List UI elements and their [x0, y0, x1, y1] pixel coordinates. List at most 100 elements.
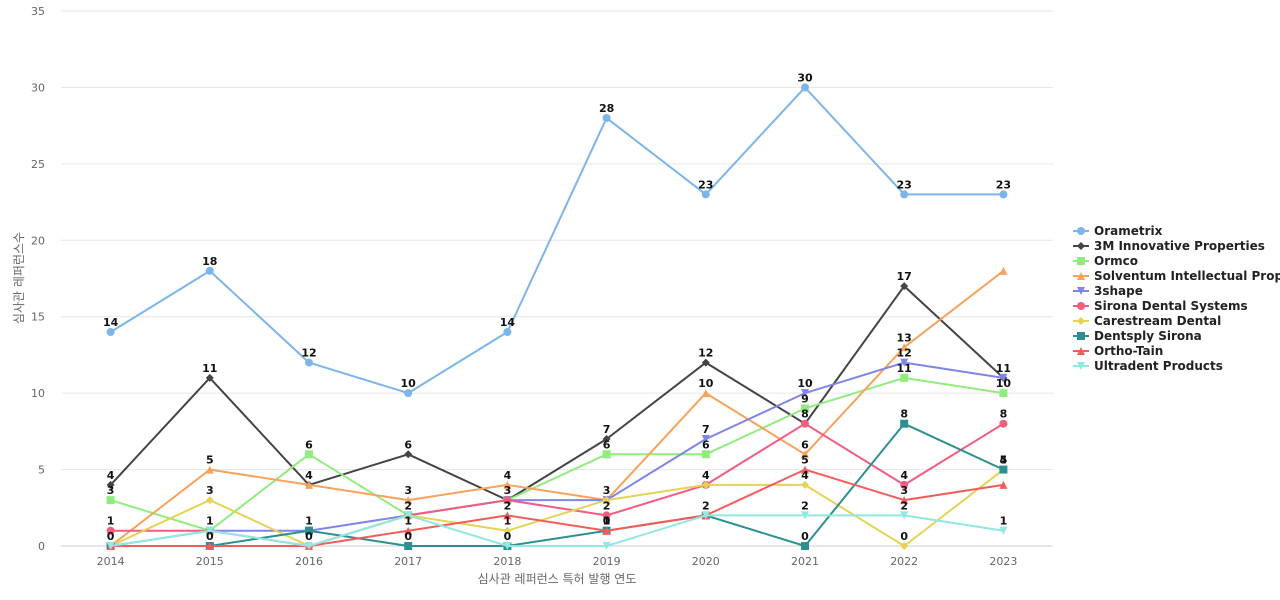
data-point [305, 542, 313, 550]
data-point [900, 511, 909, 520]
data-label: 4 [1000, 454, 1008, 467]
data-label: 8 [801, 408, 809, 421]
data-point [305, 358, 313, 367]
legend-marker [1077, 227, 1085, 235]
legend-label: Ortho-Tain [1094, 344, 1163, 358]
data-label: 7 [702, 423, 710, 436]
data-point [404, 542, 413, 550]
data-label: 0 [504, 530, 512, 543]
data-point [801, 450, 809, 459]
data-point [602, 511, 611, 520]
x-tick-label: 2021 [791, 555, 819, 568]
legend-item[interactable]: Carestream Dental [1073, 314, 1221, 328]
data-point [503, 542, 512, 550]
data-point [404, 496, 413, 505]
data-label: 1 [1000, 515, 1008, 528]
data-point [404, 511, 413, 520]
legend-item[interactable]: 3M Innovative Properties [1073, 239, 1265, 253]
data-label: 6 [305, 438, 313, 451]
data-label: 0 [206, 530, 214, 543]
data-label: 1 [504, 515, 512, 528]
data-point [801, 419, 809, 428]
data-label: 12 [301, 347, 316, 360]
data-point [999, 266, 1008, 275]
data-label: 2 [603, 499, 611, 512]
legend-item[interactable]: Ortho-Tain [1073, 344, 1163, 358]
data-label: 1 [404, 515, 412, 528]
data-label: 17 [897, 270, 912, 283]
data-point [106, 542, 115, 550]
data-point [999, 419, 1008, 428]
data-label: 2 [900, 499, 908, 512]
legend-item[interactable]: Solventum Intellectual Prop... [1073, 269, 1280, 283]
data-label: 5 [1000, 454, 1008, 467]
data-point [205, 465, 214, 474]
data-point [602, 542, 611, 550]
legend-label: 3M Innovative Properties [1094, 239, 1265, 253]
x-tick-label: 2023 [989, 555, 1017, 568]
data-point [900, 282, 909, 291]
data-label: 2 [801, 499, 809, 512]
data-label: 0 [107, 530, 115, 543]
y-tick-label: 15 [31, 311, 45, 324]
data-point [602, 496, 611, 505]
legend-item[interactable]: Ormco [1073, 254, 1138, 268]
data-label: 3 [603, 484, 611, 497]
data-point [701, 190, 710, 199]
data-point [900, 542, 909, 550]
data-point [701, 511, 710, 520]
data-label: 9 [801, 392, 809, 405]
data-point [801, 480, 809, 489]
data-point [205, 526, 214, 535]
legend-item[interactable]: Orametrix [1073, 224, 1163, 238]
y-tick-label: 30 [31, 81, 45, 94]
data-point [602, 526, 611, 535]
data-point [404, 450, 413, 459]
series-line [109, 285, 1005, 502]
data-point [205, 266, 214, 275]
data-label: 4 [900, 469, 908, 482]
data-point [999, 526, 1008, 535]
y-tick-label: 5 [38, 464, 45, 477]
data-label: 10 [401, 377, 417, 390]
data-point [106, 496, 115, 505]
series-group [106, 511, 1008, 550]
legend-item[interactable]: Dentsply Sirona [1073, 329, 1202, 343]
legend-marker [1077, 362, 1085, 370]
legend-label: Carestream Dental [1094, 314, 1221, 328]
legend-marker [1077, 332, 1085, 340]
data-label: 0 [305, 530, 313, 543]
legend-label: Sirona Dental Systems [1094, 299, 1248, 313]
data-label: 4 [107, 469, 115, 482]
legend-item[interactable]: Sirona Dental Systems [1073, 299, 1248, 313]
data-point [205, 496, 214, 505]
data-label: 1 [603, 515, 611, 528]
legend-item[interactable]: 3shape [1073, 284, 1143, 298]
data-label: 28 [599, 102, 614, 115]
legend-item[interactable]: Ultradent Products [1073, 359, 1223, 373]
series-line [110, 361, 1004, 547]
data-point [205, 542, 214, 550]
series-line [110, 86, 1004, 395]
data-label: 6 [603, 438, 611, 451]
data-point [701, 358, 710, 367]
data-label: 30 [797, 71, 813, 84]
legend-marker [1077, 302, 1085, 310]
data-point [701, 480, 710, 489]
data-label: 14 [500, 316, 516, 329]
data-point [801, 542, 809, 550]
data-label: 0 [404, 530, 412, 543]
data-label: 0 [900, 530, 908, 543]
data-point [801, 465, 809, 474]
series-line [110, 468, 1004, 547]
data-point [900, 358, 909, 367]
data-label: 1 [305, 515, 313, 528]
data-label: 0 [801, 530, 809, 543]
x-tick-label: 2015 [196, 555, 224, 568]
data-point [404, 526, 413, 535]
legend-label: Orametrix [1094, 224, 1163, 238]
grid-lines [61, 10, 1053, 471]
series-group [106, 373, 1008, 535]
